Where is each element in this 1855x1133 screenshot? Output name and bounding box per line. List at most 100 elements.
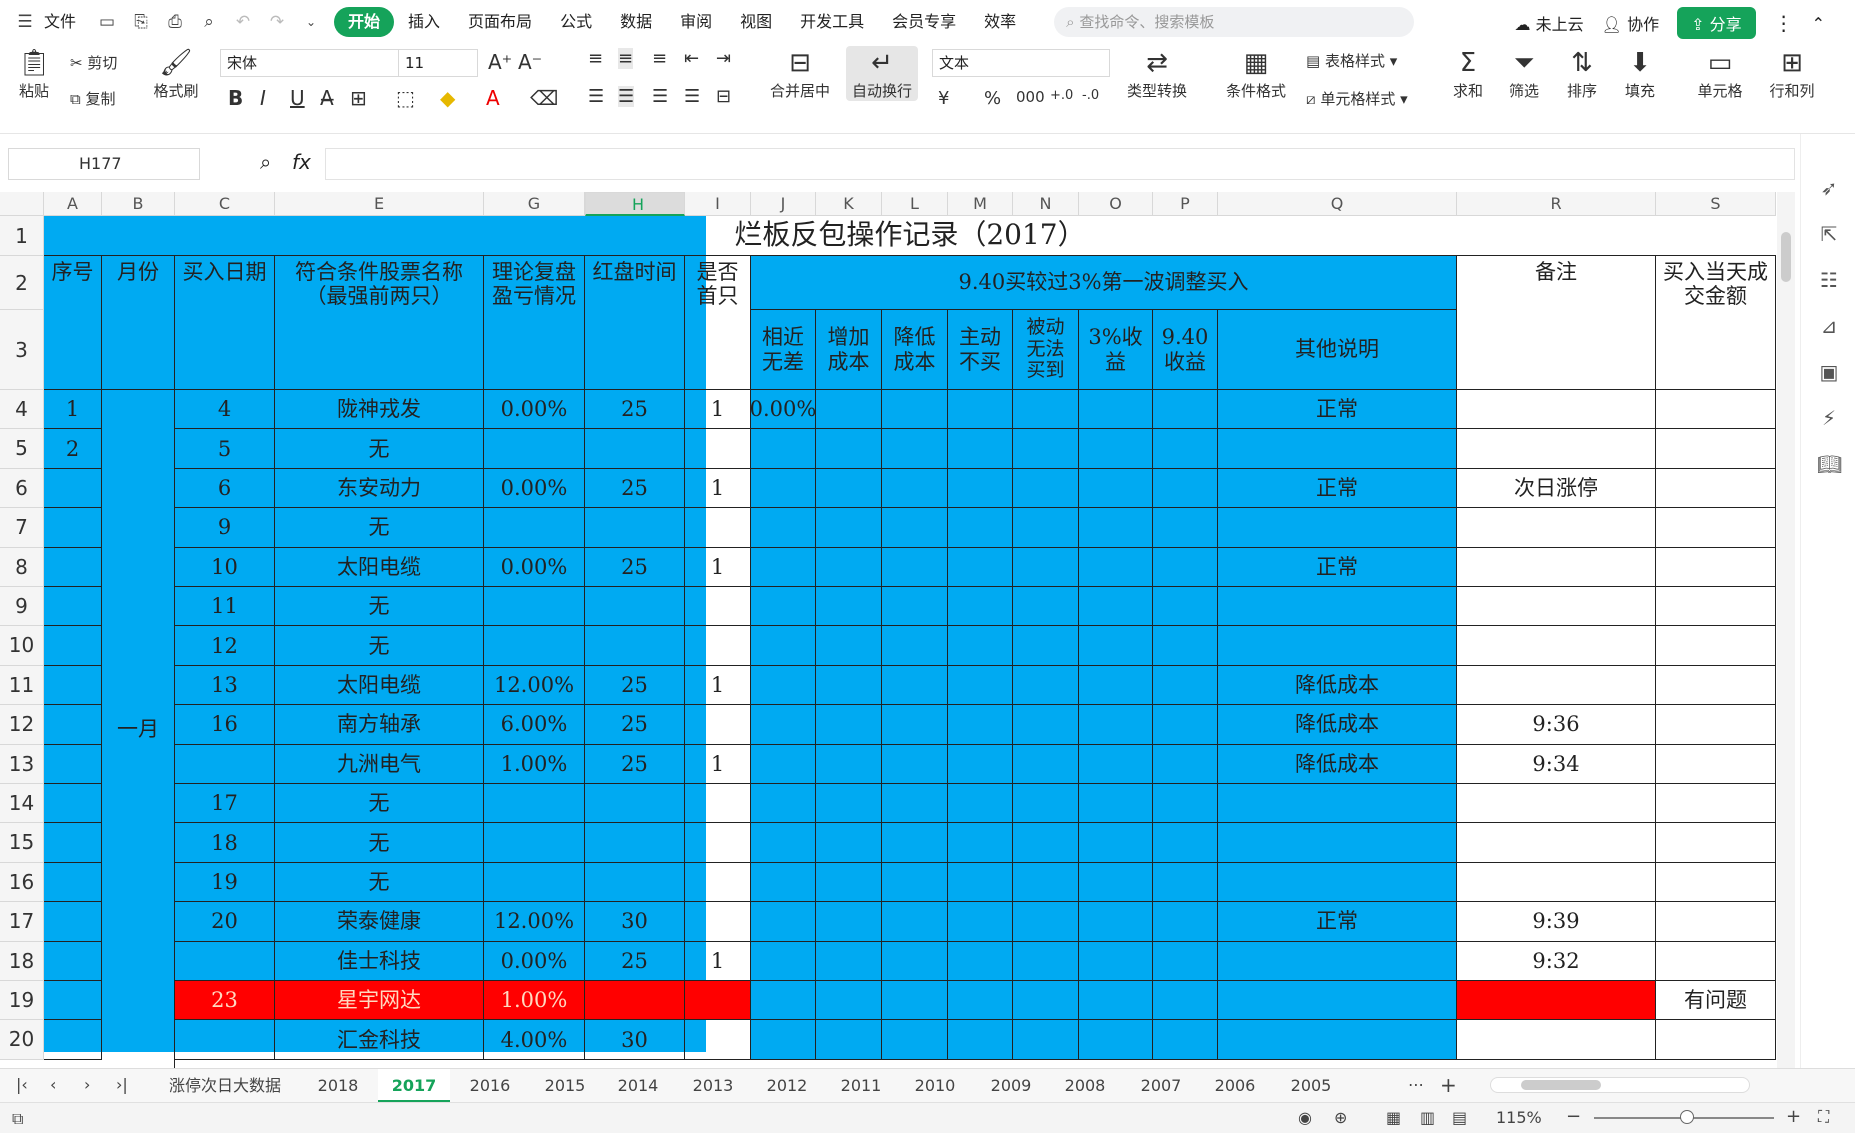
cell-s[interactable] [1656,784,1776,824]
cell-g[interactable]: 12.00% [484,902,585,942]
cell-n[interactable] [1013,587,1079,627]
align-middle-icon[interactable]: ≡ [618,48,634,69]
cell-g[interactable] [484,626,585,666]
cell-q[interactable]: 降低成本 [1218,705,1457,745]
column-header-p[interactable]: P [1153,192,1218,216]
align-top-icon[interactable]: ≡ [588,48,604,69]
tab-insert[interactable]: 插入 [408,12,441,31]
font-shrink-icon[interactable]: A⁻ [518,50,543,74]
cell-e[interactable]: 无 [275,862,484,903]
cell-j[interactable]: 0.00% [751,390,816,430]
cell-k[interactable] [816,941,882,981]
cell-r[interactable] [1457,508,1656,548]
row-header[interactable]: 14 [0,784,44,824]
cell-l[interactable] [882,665,948,706]
cell-o[interactable] [1079,981,1153,1021]
cell-p[interactable] [1153,468,1218,509]
redo-icon[interactable]: ↷ [269,12,285,32]
cell-e[interactable]: 佳士科技 [275,941,484,981]
cell-a[interactable] [44,508,102,548]
cell-g[interactable] [484,429,585,469]
cell-q[interactable]: 正常 [1218,468,1457,509]
cell-i[interactable] [685,508,751,548]
conditional-format-button[interactable]: ▦ 条件格式 [1218,46,1294,101]
sort-button[interactable]: ⇅ 排序 [1560,46,1604,101]
cell-c[interactable]: 12 [175,626,275,666]
column-header-n[interactable]: N [1013,192,1079,216]
cell-g[interactable]: 12.00% [484,665,585,706]
cell-h[interactable]: 25 [585,744,685,784]
cell-h[interactable]: 25 [585,468,685,509]
cell-r[interactable] [1457,429,1656,469]
row-header[interactable]: 11 [0,665,44,706]
column-header-e[interactable]: E [275,192,484,216]
cell-p[interactable] [1153,1020,1218,1060]
cell-m[interactable] [948,981,1013,1021]
format-painter-button[interactable]: 🖌︎ 格式刷 [152,46,200,101]
cell-a[interactable]: 1 [44,390,102,430]
cell-o[interactable] [1079,705,1153,745]
cell-o[interactable] [1079,587,1153,627]
cell-c[interactable] [175,744,275,784]
cell-n[interactable] [1013,705,1079,745]
cell-c[interactable]: 6 [175,468,275,509]
macro-icon[interactable]: ⧉ [12,1109,24,1128]
cell-p[interactable] [1153,665,1218,706]
cell-a[interactable] [44,902,102,942]
cell-n[interactable] [1013,547,1079,587]
fill-style-icon[interactable]: ⬚ [396,86,415,110]
cell-n[interactable] [1013,784,1079,824]
cell-m[interactable] [948,508,1013,548]
cell-c[interactable]: 13 [175,665,275,706]
cell-n[interactable] [1013,468,1079,509]
first-sheet-icon[interactable]: |‹ [16,1075,28,1094]
cell-j[interactable] [751,705,816,745]
cell-p[interactable] [1153,744,1218,784]
eye-protect-icon[interactable]: ◉ [1298,1108,1312,1127]
save-icon[interactable]: ▭ [98,12,116,32]
cell-m[interactable] [948,784,1013,824]
merge-center-button[interactable]: ⊟ 合并居中 [760,46,840,101]
sheet-tab-2009[interactable]: 2009 [990,1076,1032,1095]
cell-k[interactable] [816,665,882,706]
cell-p[interactable] [1153,390,1218,430]
percent-icon[interactable]: % [984,88,1002,109]
cell-n[interactable] [1013,862,1079,903]
cell-a[interactable] [44,744,102,784]
cell-q[interactable] [1218,981,1457,1021]
font-family-select[interactable]: 宋体 [220,49,400,77]
cell-c[interactable] [175,941,275,981]
sheet-tab-daily-data[interactable]: 涨停次日大数据 [168,1076,281,1095]
clear-format-icon[interactable]: ⌫ [530,86,559,110]
align-left-icon[interactable]: ☰ [588,86,605,107]
cell-m[interactable] [948,941,1013,981]
wrap-text-button[interactable]: ↵ 自动换行 [846,46,918,101]
print-icon[interactable]: ⎙ [168,12,182,32]
table-style-button[interactable]: ▤ 表格样式 ▾ [1306,52,1398,70]
cell-j[interactable] [751,784,816,824]
row-header[interactable]: 12 [0,705,44,745]
cell-o[interactable] [1079,626,1153,666]
cell-h[interactable]: 25 [585,665,685,706]
cell-k[interactable] [816,823,882,863]
more-menu-icon[interactable]: ⋮ [1773,11,1794,35]
cell-g[interactable]: 1.00% [484,744,585,784]
normal-view-icon[interactable]: ▦ [1386,1108,1402,1127]
cell-a[interactable] [44,941,102,981]
sliders-icon[interactable]: ☷ [1820,268,1838,292]
cell-k[interactable] [816,390,882,430]
sheet-tab-2007[interactable]: 2007 [1140,1076,1182,1095]
cell-o[interactable] [1079,468,1153,509]
sheet-tab-2012[interactable]: 2012 [766,1076,808,1095]
header-theory[interactable]: 理论复盘 盈亏情况 [484,256,585,390]
cell-p[interactable] [1153,862,1218,903]
increase-decimal-icon[interactable]: +.0 [1050,88,1074,103]
tab-developer[interactable]: 开发工具 [800,12,865,31]
cell-n[interactable] [1013,390,1079,430]
tab-page-layout[interactable]: 页面布局 [468,12,533,31]
select-all-corner[interactable] [0,192,44,216]
cell-l[interactable] [882,390,948,430]
cell-c[interactable]: 20 [175,902,275,942]
cell-s[interactable] [1656,823,1776,863]
cell-m[interactable] [948,468,1013,509]
